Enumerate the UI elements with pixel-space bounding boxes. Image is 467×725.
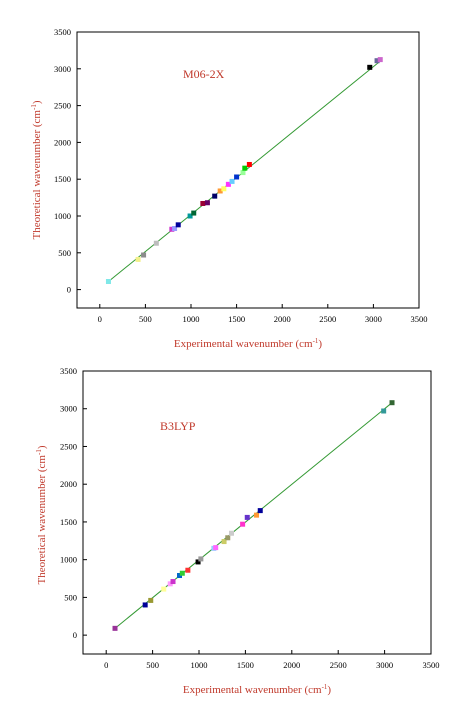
y-tick-label: 0 <box>67 285 71 295</box>
data-point <box>240 521 246 527</box>
data-point <box>240 170 246 176</box>
y-tick-label: 1500 <box>54 174 71 184</box>
y-tick-label: 500 <box>58 248 71 258</box>
x-tick-label: 3000 <box>376 660 393 670</box>
data-point <box>246 161 252 167</box>
x-tick-label: 500 <box>139 314 152 324</box>
y-tick-label: 3500 <box>60 366 77 376</box>
data-point <box>377 57 383 63</box>
data-point <box>142 602 148 608</box>
data-point <box>204 200 210 206</box>
x-tick-labels: 0 500 1000 1500 2000 2500 3000 3500 <box>104 660 439 670</box>
x-axis-label: Experimental wavenumber (cm-1) <box>174 337 323 350</box>
fit-line-group <box>114 402 393 629</box>
data-point <box>112 625 118 631</box>
data-point <box>153 240 159 246</box>
y-tick-label: 2500 <box>54 101 71 111</box>
data-points <box>105 57 383 285</box>
data-point <box>187 213 193 219</box>
data-point <box>167 581 173 587</box>
data-point <box>148 597 154 603</box>
y-tick-label: 1000 <box>54 211 71 221</box>
x-tick-label: 500 <box>146 660 159 670</box>
y-tick-labels: 0 500 1000 1500 2000 2500 3000 3500 <box>54 27 71 295</box>
x-tick-label: 2500 <box>330 660 347 670</box>
fit-line <box>114 402 393 629</box>
data-point <box>225 535 231 541</box>
data-point <box>198 556 204 562</box>
y-tick-label: 3000 <box>60 404 77 414</box>
x-tick-label: 0 <box>104 660 108 670</box>
data-point <box>242 165 248 171</box>
axis-ticks <box>83 370 432 654</box>
chart-panel-b3lyp: 0 500 1000 1500 2000 2500 3000 3500 0 500 1000 150… <box>35 366 440 696</box>
y-tick-label: 2000 <box>54 137 71 147</box>
data-point <box>170 579 176 585</box>
chart-panel-m06-2x: 0 500 1000 1500 2000 2500 3000 3500 0 500 1000 150… <box>30 27 428 350</box>
y-tick-label: 1000 <box>60 555 77 565</box>
x-tick-label: 3500 <box>411 314 428 324</box>
data-point <box>221 539 227 545</box>
y-tick-label: 0 <box>73 630 77 640</box>
data-point <box>374 58 380 64</box>
y-axis-label: Theoretical wavenumber (cm-1) <box>30 100 43 239</box>
x-tick-label: 0 <box>98 314 102 324</box>
data-point <box>141 252 147 258</box>
data-point <box>212 193 218 199</box>
x-tick-label: 1000 <box>191 660 208 670</box>
data-point <box>135 256 141 262</box>
x-tick-labels: 0 500 1000 1500 2000 2500 3000 3500 <box>98 314 428 324</box>
y-tick-label: 2500 <box>60 441 77 451</box>
data-point <box>257 508 263 514</box>
plot-frame <box>76 31 420 309</box>
data-point <box>179 570 185 576</box>
data-point <box>169 226 175 232</box>
data-point <box>217 188 223 194</box>
chart-title: B3LYP <box>160 419 196 433</box>
x-tick-label: 1500 <box>228 314 245 324</box>
data-point <box>225 181 231 187</box>
data-point <box>161 586 167 592</box>
x-axis-label: Experimental wavenumber (cm-1) <box>183 683 332 696</box>
x-tick-label: 3500 <box>423 660 440 670</box>
axis-ticks <box>77 31 420 308</box>
data-point <box>191 210 197 216</box>
data-point <box>175 222 181 228</box>
y-tick-label: 2000 <box>60 479 77 489</box>
y-tick-label: 3500 <box>54 27 71 37</box>
data-point <box>389 400 395 406</box>
x-tick-label: 2500 <box>319 314 336 324</box>
y-tick-label: 1500 <box>60 517 77 527</box>
data-point <box>228 530 234 536</box>
data-point <box>229 178 235 184</box>
data-point <box>185 567 191 573</box>
chart-title: M06-2X <box>183 67 225 81</box>
data-point <box>177 573 183 579</box>
data-point <box>221 186 227 192</box>
data-point <box>254 512 260 518</box>
x-tick-label: 3000 <box>365 314 382 324</box>
data-point <box>172 226 178 232</box>
data-point <box>367 64 373 70</box>
x-tick-label: 2000 <box>283 660 300 670</box>
x-tick-label: 1000 <box>183 314 200 324</box>
y-tick-labels: 0 500 1000 1500 2000 2500 3000 3500 <box>60 366 77 640</box>
data-point <box>213 545 219 551</box>
data-point <box>200 200 206 206</box>
data-point <box>105 279 111 285</box>
y-axis-label: Theoretical wavenumber (cm-1) <box>35 445 48 584</box>
data-point <box>234 174 240 180</box>
data-point <box>244 514 250 520</box>
x-tick-label: 1500 <box>237 660 254 670</box>
data-points <box>112 400 395 631</box>
data-point <box>195 559 201 565</box>
y-tick-label: 500 <box>64 592 77 602</box>
x-tick-label: 2000 <box>274 314 291 324</box>
data-point <box>381 408 387 414</box>
y-tick-label: 3000 <box>54 64 71 74</box>
